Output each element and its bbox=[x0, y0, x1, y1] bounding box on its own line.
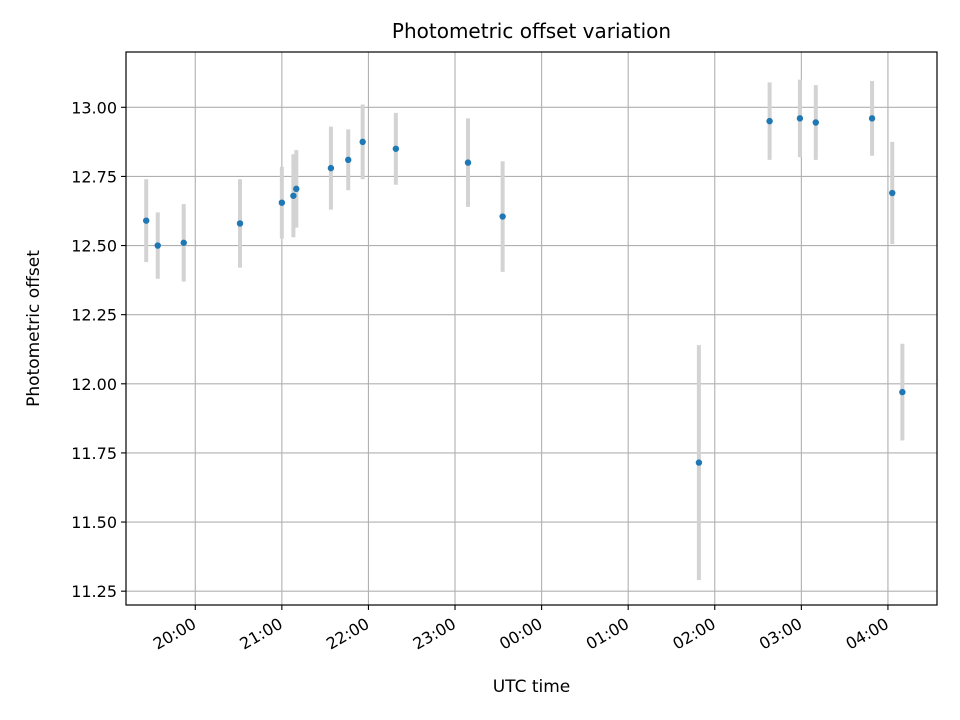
y-axis-title: Photometric offset bbox=[24, 250, 44, 407]
data-point bbox=[327, 164, 335, 172]
y-tick-label: 12.50 bbox=[71, 237, 117, 256]
data-point bbox=[359, 138, 366, 146]
data-point bbox=[236, 220, 244, 227]
data-point bbox=[464, 159, 472, 166]
y-tick-label: 12.75 bbox=[71, 167, 117, 186]
plot-frame bbox=[125, 51, 938, 606]
y-tick-label: 12.25 bbox=[71, 306, 117, 325]
data-point bbox=[812, 119, 819, 126]
data-point bbox=[695, 459, 703, 466]
data-point bbox=[889, 189, 896, 197]
data-point bbox=[278, 199, 286, 206]
y-tick-label: 11.25 bbox=[71, 582, 117, 601]
data-point bbox=[499, 213, 506, 220]
data-point bbox=[899, 388, 906, 396]
y-tick-label: 12.00 bbox=[71, 375, 117, 394]
data-point bbox=[154, 242, 161, 249]
data-point bbox=[290, 192, 297, 199]
data-point bbox=[345, 156, 352, 164]
data-point bbox=[392, 145, 400, 152]
y-tick-label: 11.75 bbox=[71, 444, 117, 463]
chart-title: Photometric offset variation bbox=[392, 19, 671, 43]
data-points bbox=[143, 115, 906, 466]
data-point bbox=[796, 115, 804, 122]
y-tick-label: 11.50 bbox=[71, 513, 117, 532]
y-tick-label: 13.00 bbox=[71, 98, 117, 117]
data-point bbox=[766, 117, 773, 125]
data-point bbox=[868, 115, 876, 122]
data-point bbox=[180, 239, 187, 246]
x-axis-title: UTC time bbox=[493, 677, 571, 697]
data-point bbox=[293, 185, 300, 193]
data-point bbox=[143, 217, 150, 224]
